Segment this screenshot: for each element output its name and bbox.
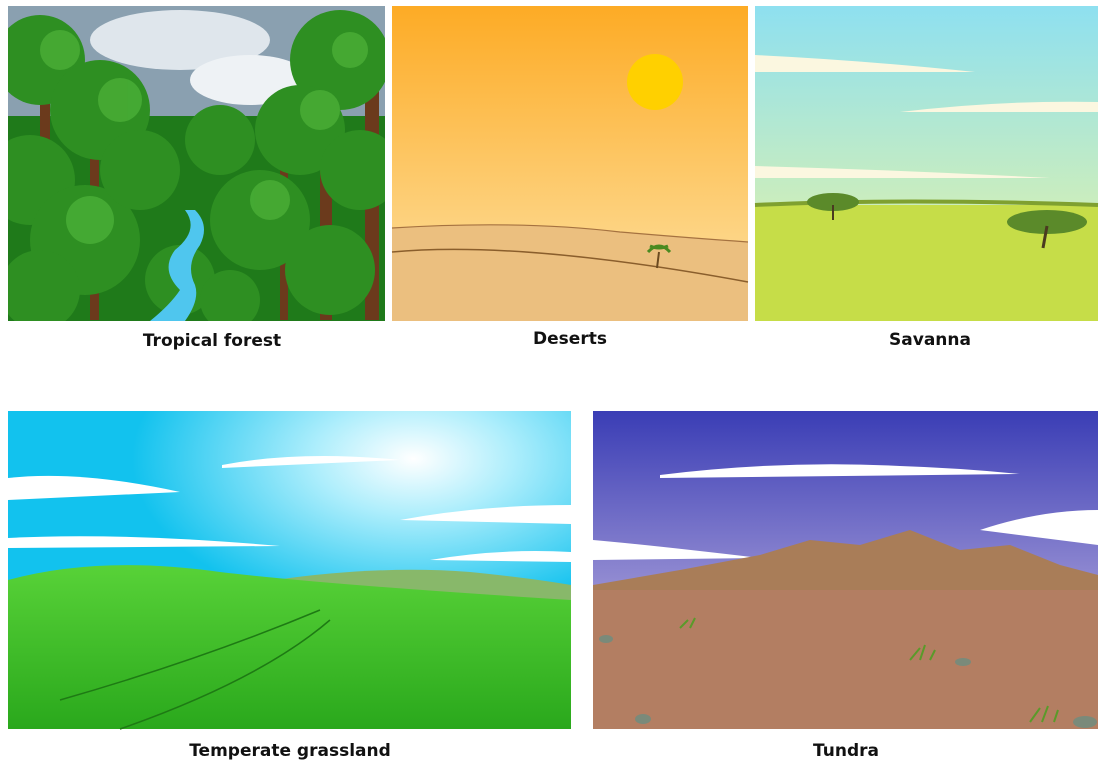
grassland-image [8,411,571,729]
caption: Temperate grassland [189,741,391,761]
tropical-forest-image [0,6,400,330]
tundra-image [593,411,1098,729]
caption: Deserts [533,329,607,349]
desert-image [392,6,748,321]
caption: Savanna [889,330,971,350]
page: Tropical forest Deserts Savanna Temperat… [0,0,1105,782]
caption: Tundra [813,741,879,761]
biome-collage: Tropical forest Deserts Savanna Temperat… [0,0,1105,782]
caption: Tropical forest [143,331,281,351]
savanna-image [755,6,1098,321]
